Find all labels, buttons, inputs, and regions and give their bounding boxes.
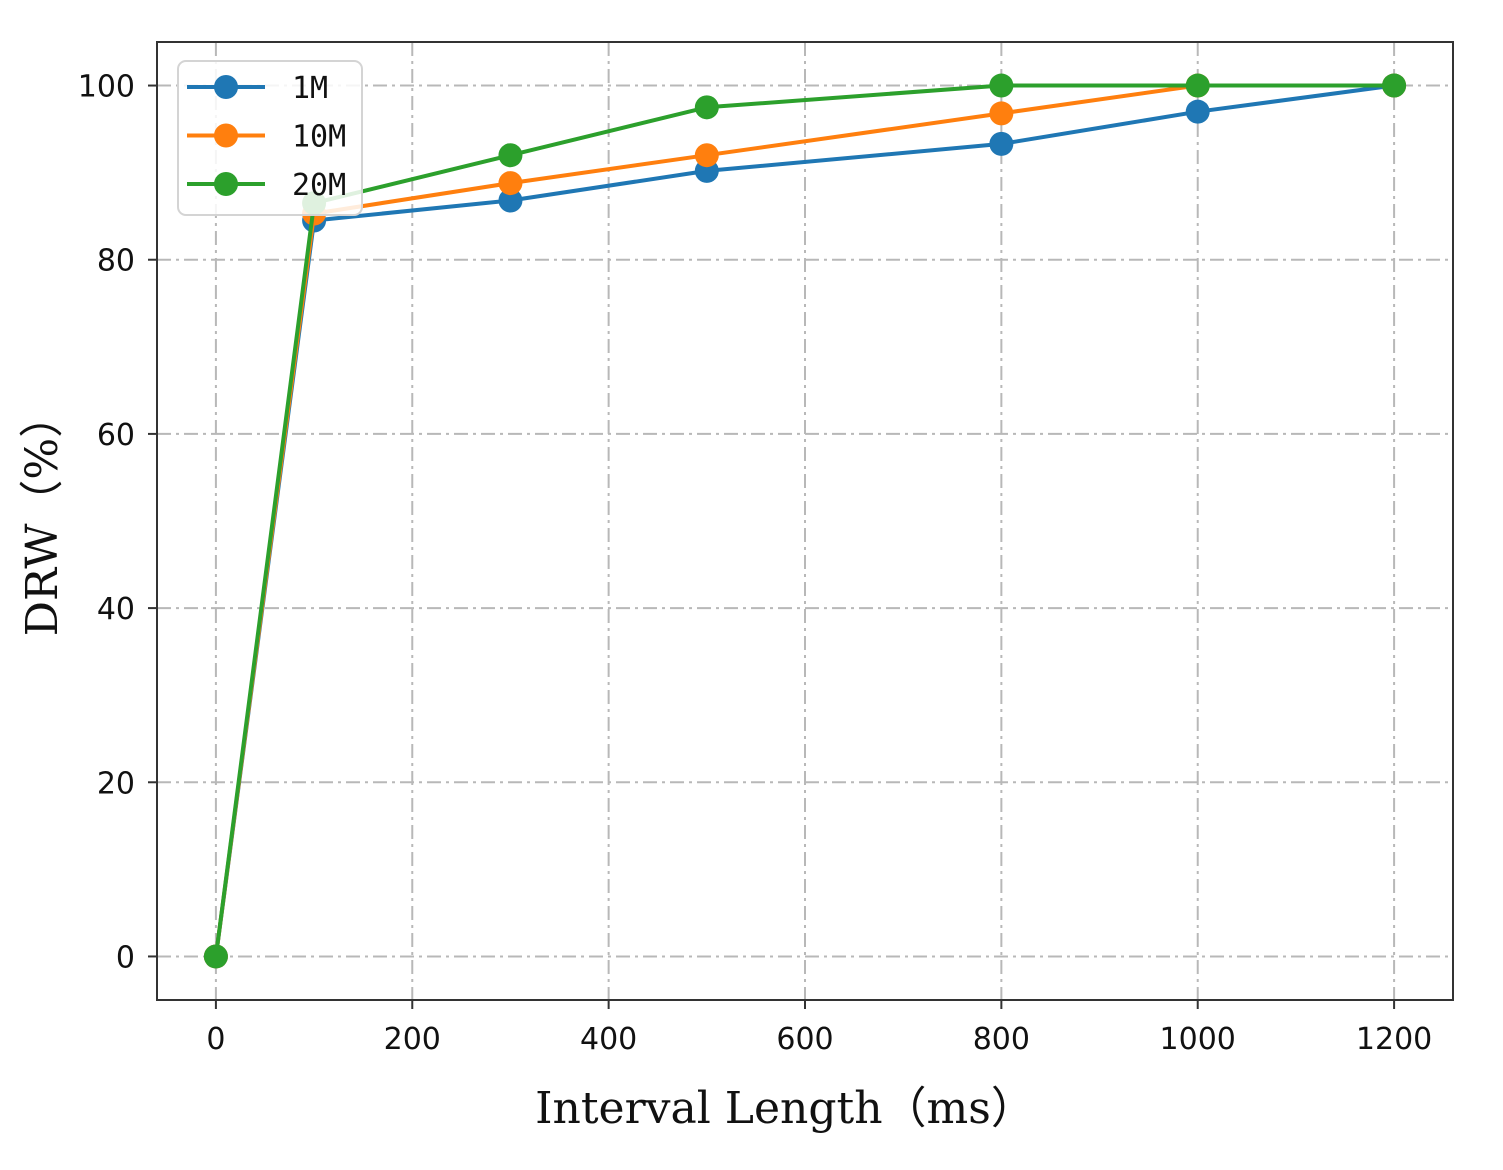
- legend-label: 1M: [292, 71, 328, 106]
- data-point: [694, 95, 719, 120]
- data-point: [989, 131, 1014, 156]
- x-tick-label: 1200: [1356, 1022, 1432, 1057]
- y-tick-label: 20: [97, 766, 135, 801]
- x-tick-label: 1000: [1160, 1022, 1236, 1057]
- y-tick-label: 60: [97, 418, 135, 453]
- x-tick-label: 800: [973, 1022, 1030, 1057]
- x-axis-title: Interval Length（ms）: [535, 1083, 1035, 1134]
- grid-lines: [157, 42, 1453, 1000]
- legend-marker: [214, 172, 238, 196]
- legend: 1M 10M 20M: [177, 60, 363, 216]
- data-point: [694, 143, 719, 168]
- y-tick-label: 100: [78, 70, 135, 105]
- data-point: [203, 944, 228, 969]
- y-axis: 0 20 40 60 80 100: [78, 70, 157, 975]
- y-tick-label: 0: [116, 940, 135, 975]
- y-tick-label: 80: [97, 244, 135, 279]
- y-tick-label: 40: [97, 592, 135, 627]
- x-tick-label: 200: [384, 1022, 441, 1057]
- data-point: [989, 101, 1014, 126]
- legend-item: 20M: [187, 168, 346, 203]
- data-point: [498, 171, 523, 196]
- legend-marker: [214, 75, 238, 99]
- x-tick-label: 600: [776, 1022, 833, 1057]
- x-axis: 0 200 400 600 800 1000 1200: [206, 1000, 1432, 1057]
- legend-label: 10M: [292, 120, 346, 155]
- data-point: [989, 73, 1014, 98]
- data-point: [498, 188, 523, 213]
- data-point: [1185, 99, 1210, 124]
- legend-item: 10M: [187, 120, 346, 155]
- data-point: [1382, 73, 1407, 98]
- legend-item: 1M: [187, 71, 328, 106]
- x-tick-label: 0: [206, 1022, 225, 1057]
- legend-marker: [214, 123, 238, 148]
- data-point: [498, 143, 523, 168]
- legend-label: 20M: [292, 168, 346, 203]
- y-axis-title: DRW（%）: [17, 394, 68, 636]
- data-point: [1185, 73, 1210, 98]
- x-tick-label: 400: [580, 1022, 637, 1057]
